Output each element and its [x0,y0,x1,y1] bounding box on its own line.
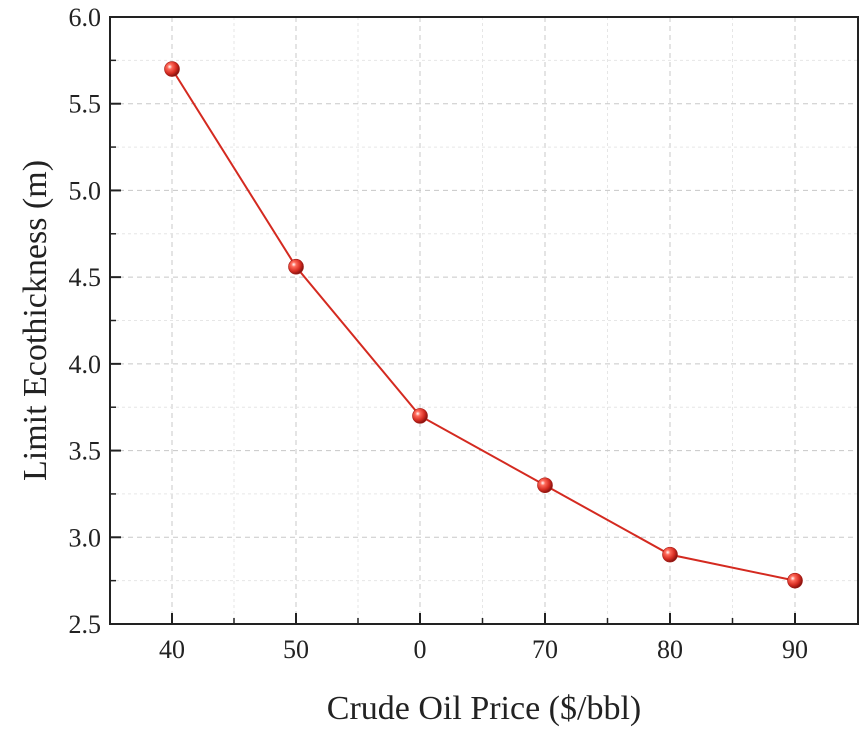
x-tick-label: 90 [782,635,808,664]
data-point [412,408,428,424]
series-markers [164,61,803,589]
data-point [164,61,180,77]
y-tick-labels: 2.5 3.0 3.5 4.0 4.5 5.0 5.5 6.0 [69,3,102,639]
x-axis-title: Crude Oil Price ($/bbl) [327,690,641,727]
y-tick-label: 5.5 [69,90,102,119]
y-tick-label: 3.5 [69,437,102,466]
data-point [537,477,553,494]
y-tick-label: 5.0 [69,176,102,205]
y-tick-label: 4.0 [69,350,102,379]
y-tick-label: 4.5 [69,263,102,292]
x-tick-label: 0 [414,635,427,664]
y-tick-label: 6.0 [69,3,102,32]
x-tick-label: 50 [283,635,309,664]
data-point [288,258,304,275]
grid-lines [110,17,858,624]
y-axis-title: Limit Ecothickness (m) [17,160,54,481]
x-tick-label: 70 [532,635,558,664]
x-tick-label: 80 [657,635,683,664]
data-point [662,546,678,563]
x-tick-label: 40 [159,635,185,664]
data-point [787,572,803,589]
y-tick-label: 3.0 [69,523,102,552]
x-tick-labels: 40 50 0 70 80 90 [159,635,808,664]
series-line [171,68,796,582]
axis-ticks [110,16,796,625]
y-tick-label: 2.5 [69,610,102,639]
